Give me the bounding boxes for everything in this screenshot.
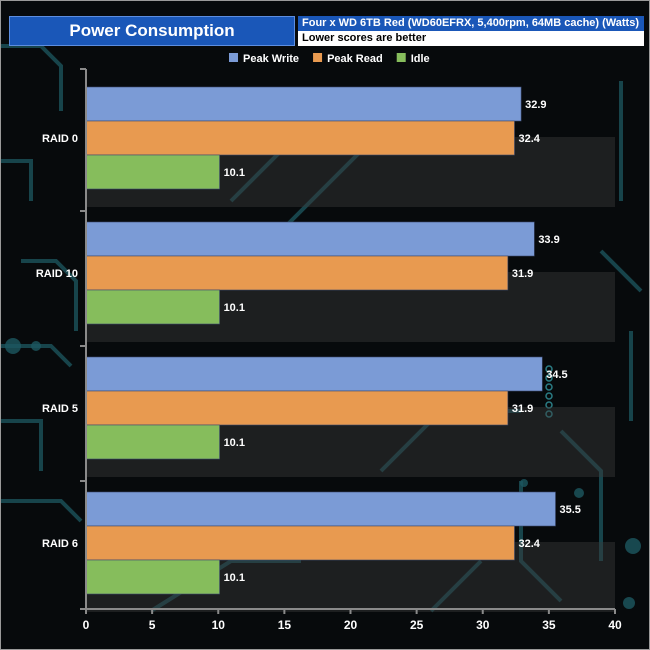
legend-label-0: Peak Write [243,53,299,65]
category-label-0: RAID 0 [42,133,78,145]
x-tick-label-5: 25 [410,618,424,632]
data-label-2-2: 10.1 [224,437,245,449]
data-label-0-2: 10.1 [224,167,245,179]
chart-note: Lower scores are better [298,31,644,46]
category-label-3: RAID 6 [42,538,78,550]
bar-0-1 [85,120,515,156]
chart-title: Power Consumption [9,16,295,46]
bar-1-1 [85,255,509,291]
data-label-3-0: 35.5 [559,504,580,516]
chart-subtitle: Four x WD 6TB Red (WD60EFRX, 5,400rpm, 6… [298,16,644,31]
legend: Peak Write Peak Read Idle [229,53,430,65]
x-tick-label-4: 20 [344,618,358,632]
data-label-1-2: 10.1 [224,302,245,314]
legend-label-2: Idle [411,53,430,65]
x-tick-label-0: 0 [83,618,90,632]
bar-1-0 [85,221,535,257]
data-label-0-0: 32.9 [525,99,546,111]
legend-label-1: Peak Read [327,53,383,65]
bar-0-0 [85,86,522,122]
x-tick-label-6: 30 [476,618,490,632]
data-label-0-1: 32.4 [518,133,540,145]
bar-1-2 [85,289,220,325]
data-label-1-1: 31.9 [512,268,533,280]
data-label-2-0: 34.5 [546,369,567,381]
x-tick-label-2: 10 [212,618,226,632]
bar-3-0 [85,491,556,527]
bar-2-0 [85,356,543,392]
category-label-2: RAID 5 [42,403,78,415]
x-tick-label-3: 15 [278,618,292,632]
x-tick-label-1: 5 [149,618,156,632]
legend-swatch-1 [313,53,323,62]
bars: 32.9 32.4 10.1 33.9 31.9 10.1 34.5 31.9 10.1 35.5… [85,86,581,595]
bar-3-1 [85,525,515,561]
data-label-3-1: 32.4 [518,538,540,550]
data-label-2-1: 31.9 [512,403,533,415]
data-label-3-2: 10.1 [224,572,245,584]
bar-3-2 [85,559,220,595]
legend-swatch-2 [396,53,406,62]
legend-swatch-0 [229,53,238,62]
bar-2-1 [85,390,509,426]
category-label-1: RAID 10 [36,268,78,280]
x-tick-label-8: 40 [608,618,622,632]
axes: 0 5 10 15 20 25 30 35 40 RAID 0 RAID 10 RAID 5 RAID … [36,68,622,632]
data-label-1-0: 33.9 [538,234,559,246]
bar-2-2 [85,424,220,460]
x-tick-label-7: 35 [542,618,556,632]
bar-0-2 [85,154,220,190]
